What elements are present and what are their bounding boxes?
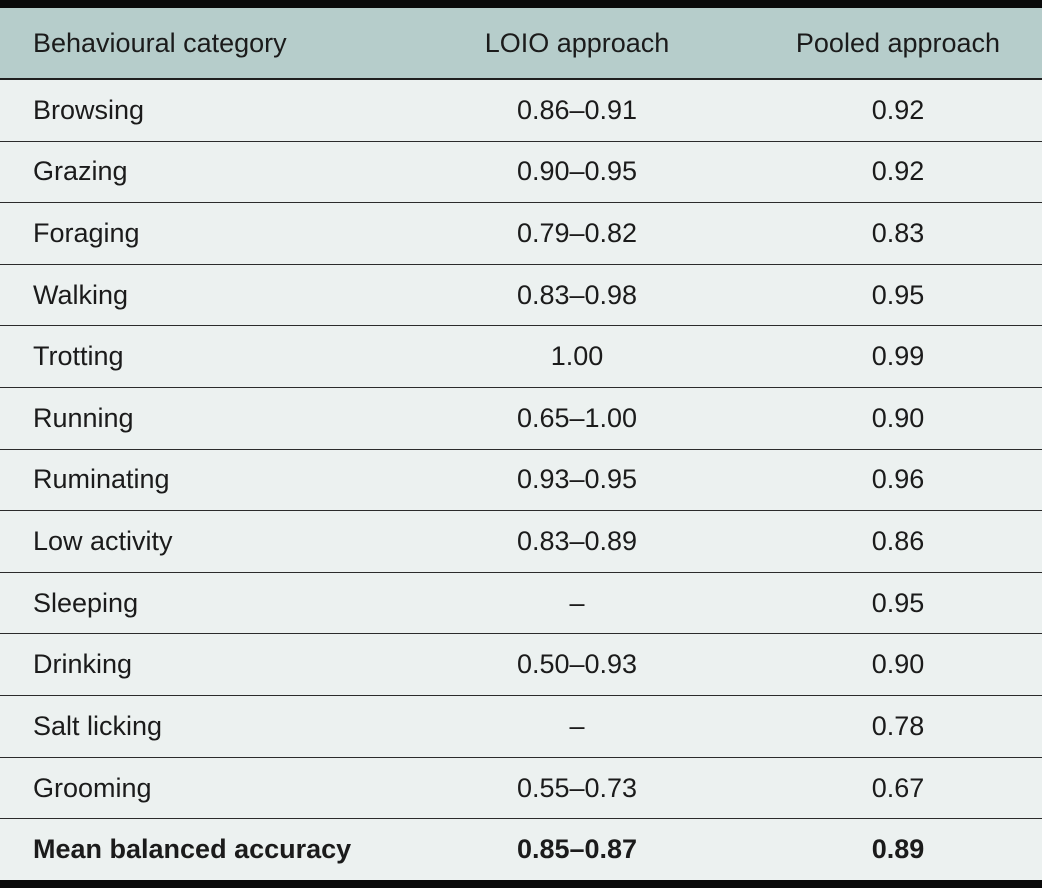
table-row-browsing: Browsing 0.86–0.91 0.92: [0, 80, 1042, 142]
cell-loio-value: 0.86–0.91: [516, 94, 638, 125]
cell-pooled-value: 0.92: [871, 156, 925, 187]
cell-category: Walking: [33, 279, 129, 310]
table-row-mean-balanced-accuracy: Mean balanced accuracy 0.85–0.87 0.89: [0, 819, 1042, 880]
cell-loio-value: 0.79–0.82: [516, 218, 638, 249]
cell-category: Low activity: [33, 526, 173, 557]
cell-pooled-value: 0.86: [871, 526, 925, 557]
cell-pooled-value: 0.95: [871, 587, 925, 618]
table-row-ruminating: Ruminating 0.93–0.95 0.96: [0, 449, 1042, 512]
table-row-trotting: Trotting 1.00 0.99: [0, 326, 1042, 389]
cell-category: Foraging: [33, 218, 140, 249]
table-body: Browsing 0.86–0.91 0.92 Grazing 0.90–0.9…: [0, 80, 1042, 880]
cell-pooled-value: 0.90: [871, 402, 925, 433]
cell-loio-value: 0.93–0.95: [516, 464, 638, 495]
cell-loio-value: 1.00: [550, 341, 604, 372]
cell-pooled-value: 0.89: [871, 834, 925, 865]
cell-pooled-value: 0.96: [871, 464, 925, 495]
cell-category: Ruminating: [33, 464, 170, 495]
table-row-salt-licking: Salt licking – 0.78: [0, 696, 1042, 758]
table-row-walking: Walking 0.83–0.98 0.95: [0, 264, 1042, 327]
cell-loio-value: –: [569, 587, 585, 618]
column-header-pooled-approach: Pooled approach: [795, 27, 1001, 58]
cell-pooled-value: 0.83: [871, 218, 925, 249]
cell-category: Trotting: [33, 341, 124, 372]
cell-loio-value: 0.50–0.93: [516, 649, 638, 680]
table-row-sleeping: Sleeping – 0.95: [0, 572, 1042, 635]
column-header-behavioural-category: Behavioural category: [33, 27, 287, 58]
cell-category: Mean balanced accuracy: [33, 834, 352, 865]
cell-category: Grazing: [33, 156, 128, 187]
table-row-drinking: Drinking 0.50–0.93 0.90: [0, 634, 1042, 697]
table-row-running: Running 0.65–1.00 0.90: [0, 388, 1042, 450]
cell-pooled-value: 0.99: [871, 341, 925, 372]
cell-loio-value: 0.85–0.87: [516, 834, 638, 865]
cell-category: Salt licking: [33, 710, 163, 741]
cell-loio-value: 0.83–0.98: [516, 279, 638, 310]
cell-pooled-value: 0.78: [871, 710, 925, 741]
cell-loio-value: 0.90–0.95: [516, 156, 638, 187]
cell-category: Drinking: [33, 649, 133, 680]
cell-loio-value: –: [569, 710, 585, 741]
cell-category: Grooming: [33, 772, 152, 803]
table-row-low-activity: Low activity 0.83–0.89 0.86: [0, 511, 1042, 573]
cell-pooled-value: 0.67: [871, 772, 925, 803]
cell-pooled-value: 0.95: [871, 279, 925, 310]
cell-pooled-value: 0.92: [871, 94, 925, 125]
table-header-row: Behavioural category LOIO approach Poole…: [0, 8, 1042, 80]
table-row-grazing: Grazing 0.90–0.95 0.92: [0, 141, 1042, 204]
column-header-loio-approach: LOIO approach: [484, 27, 670, 58]
cell-loio-value: 0.65–1.00: [516, 402, 638, 433]
table-top-rule: [0, 0, 1042, 8]
cell-pooled-value: 0.90: [871, 649, 925, 680]
table-bottom-rule: [0, 880, 1042, 888]
cell-category: Browsing: [33, 94, 145, 125]
cell-category: Sleeping: [33, 587, 139, 618]
cell-category: Running: [33, 402, 134, 433]
table-row-foraging: Foraging 0.79–0.82 0.83: [0, 203, 1042, 265]
cell-loio-value: 0.83–0.89: [516, 526, 638, 557]
cell-loio-value: 0.55–0.73: [516, 772, 638, 803]
table-row-grooming: Grooming 0.55–0.73 0.67: [0, 757, 1042, 820]
